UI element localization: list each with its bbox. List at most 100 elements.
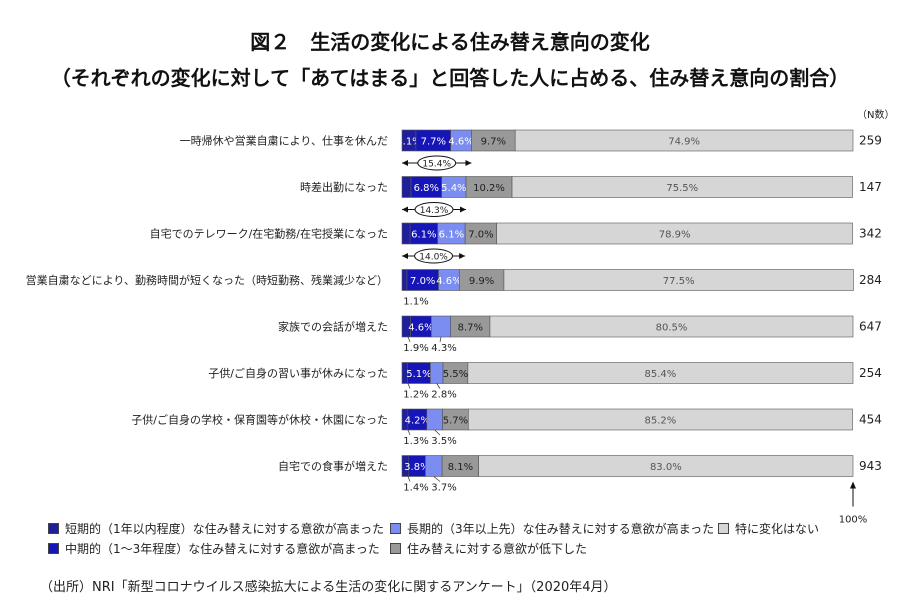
bar-segment-long [426, 408, 443, 431]
legend-swatch-none [718, 523, 729, 534]
bracket-label: 15.4% [422, 160, 451, 170]
legend-label-long: 長期的（3年以上先）な住み替えに対する意欲が高まった [407, 522, 715, 536]
bracket-arrow [402, 253, 408, 259]
bar-segment-long [430, 362, 444, 384]
pointer-line [436, 383, 441, 389]
bar-segment-none [489, 315, 854, 338]
pointer-line [407, 336, 411, 343]
legend-swatch-mid [48, 543, 59, 554]
data-label: 78.9% [659, 230, 691, 241]
data-label: 74.9% [668, 137, 700, 148]
data-label: 75.5% [666, 183, 698, 194]
n-value: 943 [859, 459, 882, 473]
n-value: 254 [859, 366, 882, 380]
data-label: 83.0% [650, 462, 682, 473]
data-label: 6.1% [411, 230, 436, 241]
bracket-oval [414, 248, 454, 264]
data-label: 3.8% [404, 462, 429, 473]
bar-segment-short [401, 269, 408, 291]
bar-segment-none [511, 176, 853, 198]
category-label: 自宅でのテレワーク/在宅勤務/在宅授業になった [150, 227, 388, 241]
bar-segment-none [467, 362, 854, 384]
data-label: 4.6% [448, 137, 473, 148]
legend-label-none: 特に変化はない [735, 522, 820, 536]
data-label: 7.0% [468, 230, 493, 241]
bar-segment-none [496, 222, 853, 245]
data-label: 7.7% [421, 137, 446, 148]
data-label: 5.4% [441, 183, 466, 194]
legend-item-down: 住み替えに対する意欲が低下した [390, 540, 587, 557]
data-label-below: 1.4% [403, 483, 428, 494]
pointer-line [439, 336, 442, 343]
data-label: 5.1% [406, 369, 431, 380]
hundred-label: 100% [839, 515, 868, 526]
data-label: 10.2% [473, 183, 505, 194]
legend-label-mid: 中期的（1～3年程度）な住み替えに対する意欲が高まった [65, 542, 380, 556]
data-label: 3.1% [396, 137, 421, 148]
data-label: 6.1% [439, 230, 464, 241]
pointer-line [407, 383, 411, 389]
bar-segment-none [467, 408, 853, 431]
legend-swatch-down [390, 543, 401, 554]
data-label: 9.9% [469, 276, 494, 287]
data-label: 85.2% [645, 416, 677, 427]
data-label: 77.5% [663, 276, 695, 287]
pointer-line [434, 429, 441, 436]
bracket-arrow [460, 206, 467, 213]
bracket-oval [414, 202, 454, 217]
data-label: 85.4% [645, 369, 677, 380]
bracket-arrow [402, 206, 408, 213]
bar-segment-long [425, 455, 443, 477]
bar-segment-none [478, 455, 854, 477]
pointer-line [407, 476, 411, 482]
chart-title: 図２ 生活の変化による住み替え意向の変化 [250, 30, 650, 54]
source-note: （出所）NRI「新型コロナウイルス感染拡大による生活の変化に関するアンケート」（… [40, 580, 617, 595]
bracket-label: 14.0% [419, 253, 448, 263]
bar-segment-short [401, 176, 412, 198]
bracket-arrow [465, 160, 472, 166]
pointer-line [433, 476, 441, 482]
legend-label-short: 短期的（1年以内程度）な住み替えに対する意欲が高まった [65, 522, 385, 536]
n-value: 647 [859, 320, 882, 334]
legend-item-short: 短期的（1年以内程度）な住み替えに対する意欲が高まった [48, 520, 384, 537]
data-label-below: 4.3% [431, 343, 456, 354]
n-value: 454 [859, 413, 882, 427]
data-label-below: 2.8% [431, 390, 456, 401]
n-value: 284 [859, 273, 882, 287]
legend-swatch-long [390, 523, 401, 534]
legend-label-down: 住み替えに対する意欲が低下した [407, 542, 588, 556]
data-label: 9.7% [481, 137, 506, 148]
bracket-arrow [402, 160, 408, 166]
category-label: 子供/ご自身の習い事が休みになった [208, 366, 388, 380]
bar-segment-long [431, 315, 452, 338]
category-label: 一時帰休や営業自粛により、仕事を休んだ [180, 134, 388, 148]
category-label: 営業自粛などにより、勤務時間が短くなった（時短勤務、残業減少など） [26, 273, 388, 287]
legend-swatch-short [48, 523, 59, 534]
bracket-label: 14.3% [420, 206, 449, 216]
legend-item-mid: 中期的（1～3年程度）な住み替えに対する意欲が高まった [48, 540, 380, 557]
n-value: 147 [859, 180, 882, 194]
data-label-below: 1.2% [403, 390, 428, 401]
data-label-below: 1.9% [403, 343, 428, 354]
chart-subtitle: （それぞれの変化に対して「あてはまる」と回答した人に占める、住み替え意向の割合） [50, 66, 850, 90]
data-label-below: 1.3% [403, 436, 428, 447]
hundred-arrow-head [850, 481, 856, 489]
pointer-line [407, 429, 411, 436]
data-label: 80.5% [656, 323, 688, 334]
data-label: 6.8% [414, 183, 439, 194]
category-label: 時差出勤になった [300, 180, 388, 194]
n-header: （N数） [857, 108, 894, 121]
legend-item-long: 長期的（3年以上先）な住み替えに対する意欲が高まった [390, 520, 714, 537]
data-label: 4.6% [436, 276, 461, 287]
data-label: 8.7% [458, 323, 483, 334]
n-value: 342 [859, 227, 882, 241]
bracket-arrow [459, 253, 466, 259]
bar-segment-short [401, 222, 411, 245]
legend-item-none: 特に変化はない [718, 520, 819, 537]
category-label: 家族での会話が増えた [278, 320, 388, 334]
category-label: 自宅での食事が増えた [278, 459, 388, 473]
data-label: 4.2% [405, 416, 430, 427]
bar-segment-none [503, 269, 854, 291]
bar-segment-none [514, 129, 854, 152]
